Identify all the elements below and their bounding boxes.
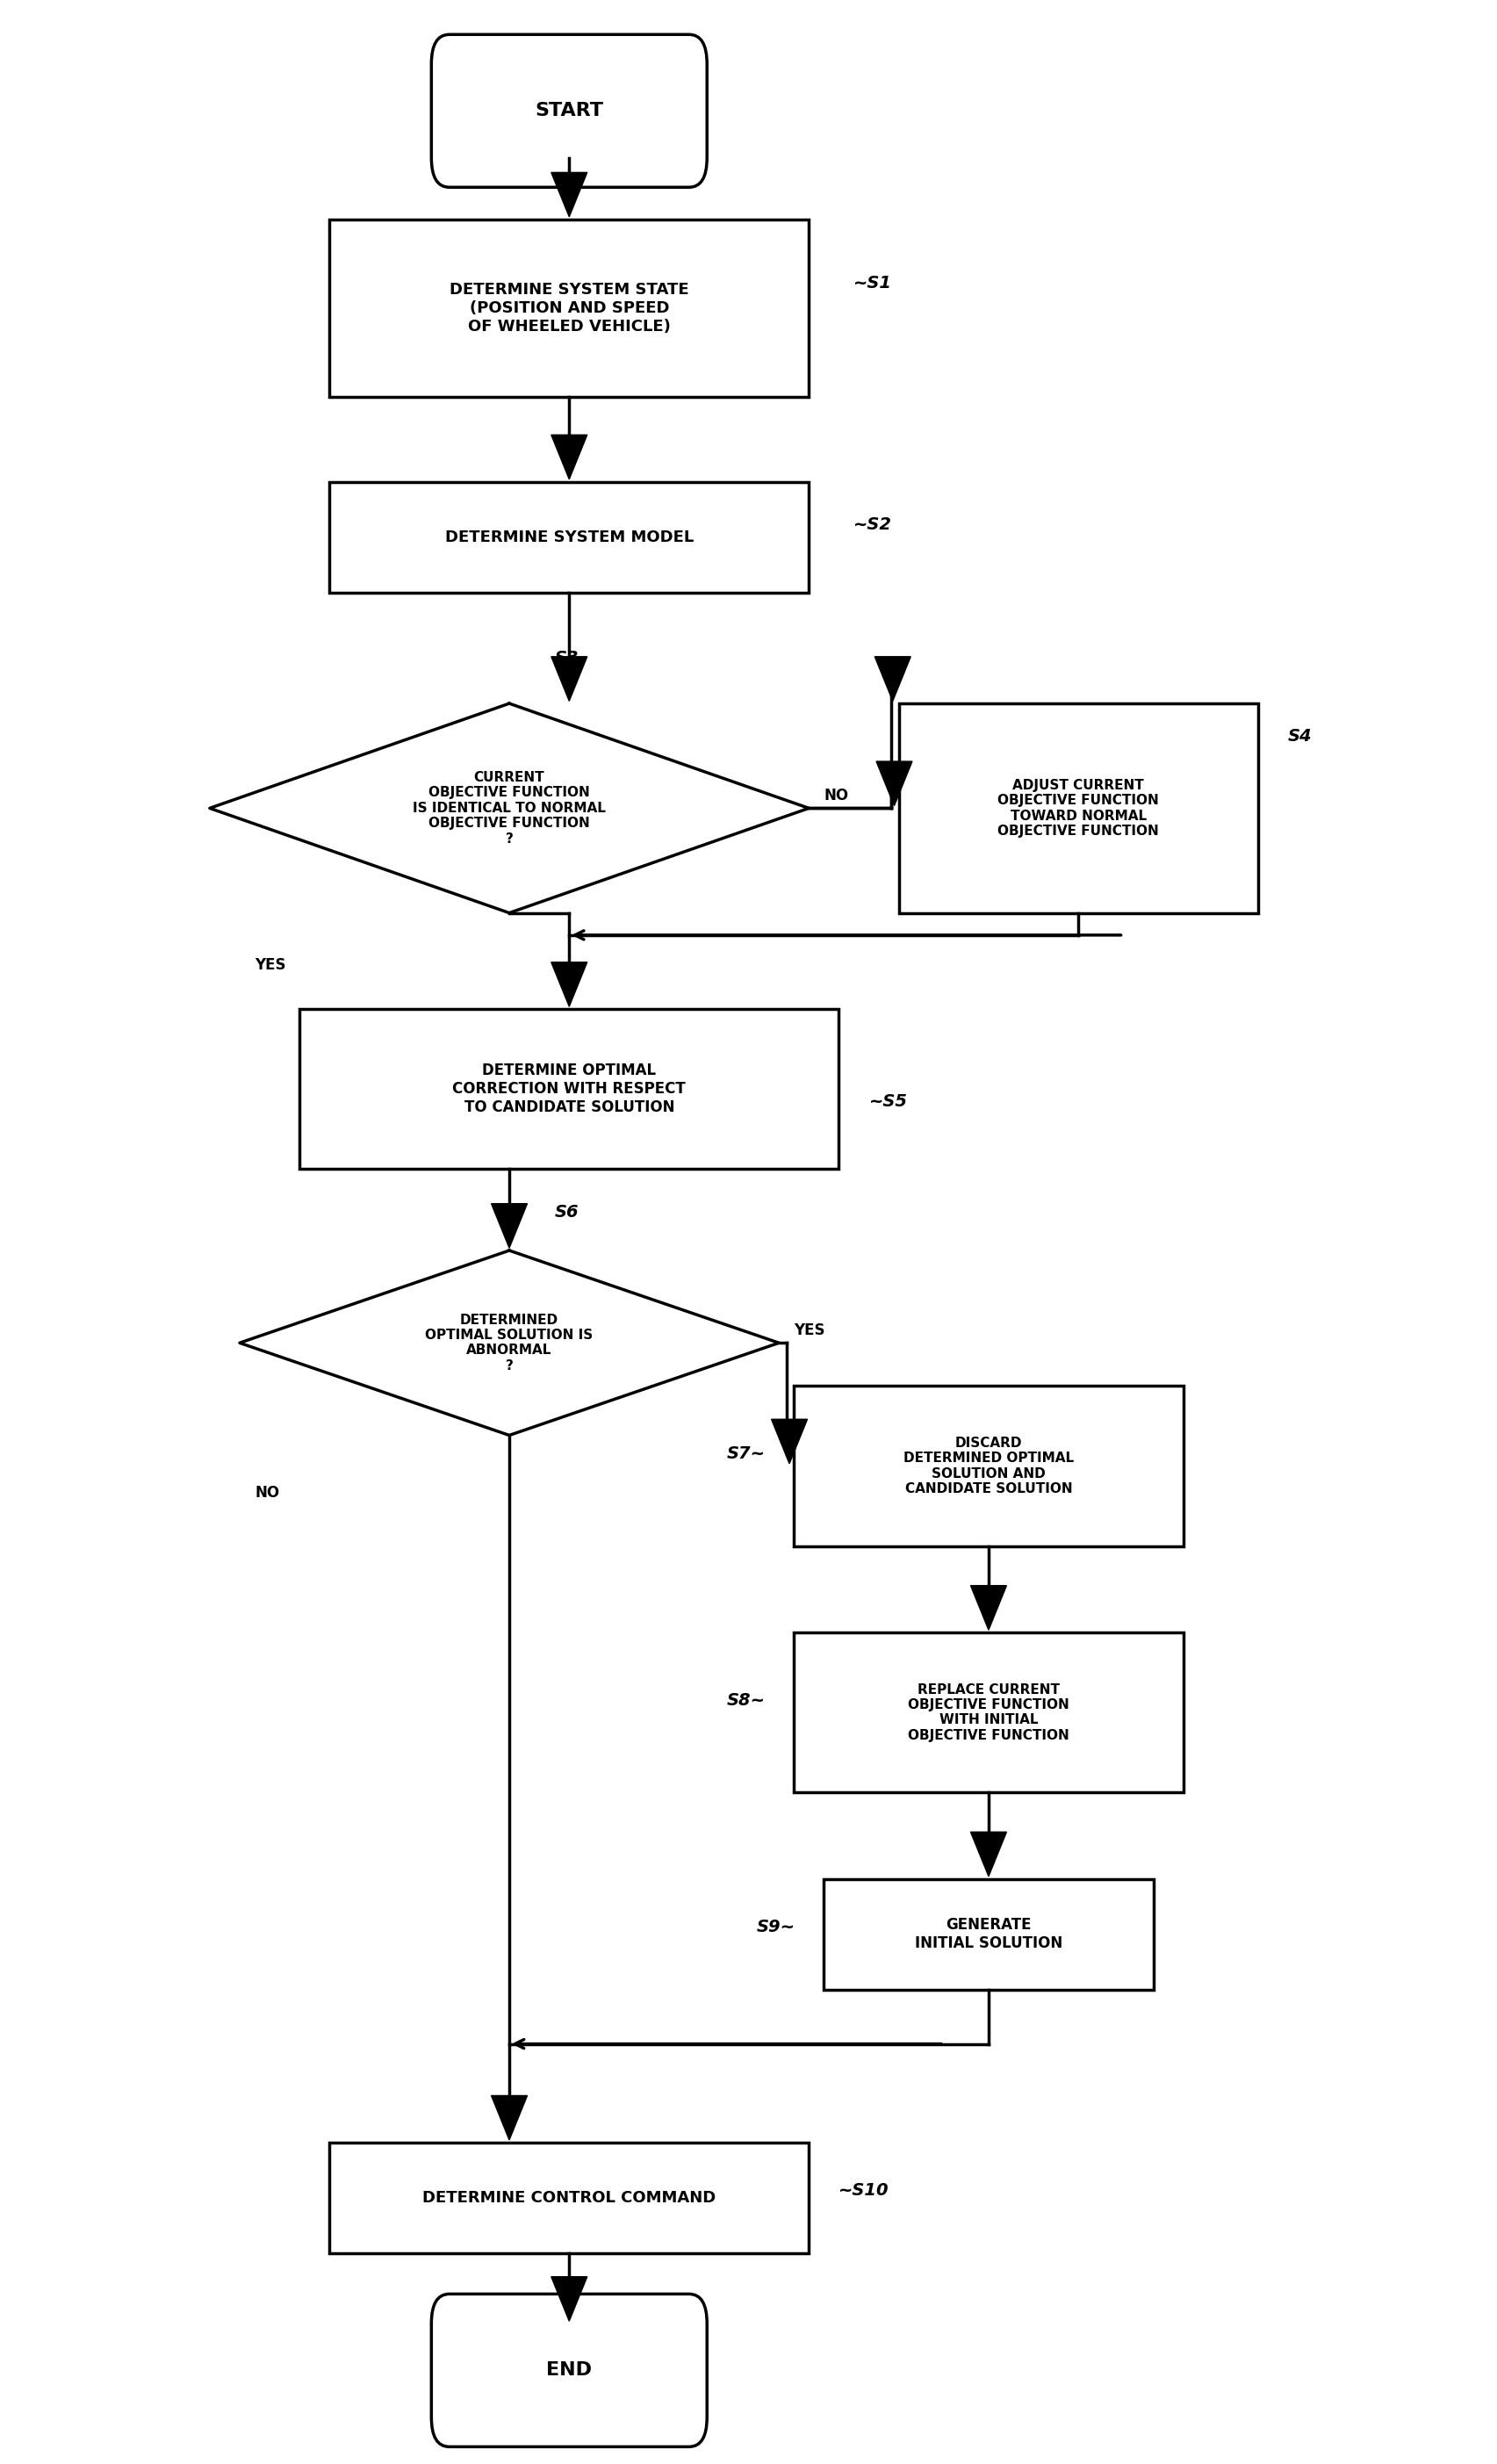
Text: S7~: S7~ [726, 1446, 765, 1461]
FancyBboxPatch shape [793, 1634, 1183, 1794]
Text: S3: S3 [554, 650, 578, 665]
Text: DETERMINE SYSTEM STATE
(POSITION AND SPEED
OF WHEELED VEHICLE): DETERMINE SYSTEM STATE (POSITION AND SPE… [449, 281, 689, 335]
Text: NO: NO [254, 1483, 278, 1501]
Polygon shape [551, 436, 587, 478]
Text: S8~: S8~ [726, 1693, 765, 1708]
Text: DETERMINE SYSTEM MODEL: DETERMINE SYSTEM MODEL [445, 530, 693, 545]
Text: END: END [546, 2361, 591, 2380]
Polygon shape [240, 1252, 778, 1434]
Polygon shape [876, 761, 912, 806]
Text: S9~: S9~ [756, 1919, 795, 1934]
Polygon shape [551, 2277, 587, 2321]
Polygon shape [491, 2094, 527, 2139]
Polygon shape [551, 963, 587, 1008]
Text: CURRENT
OBJECTIVE FUNCTION
IS IDENTICAL TO NORMAL
OBJECTIVE FUNCTION
?: CURRENT OBJECTIVE FUNCTION IS IDENTICAL … [413, 771, 605, 845]
FancyBboxPatch shape [329, 2144, 808, 2252]
Text: S6: S6 [554, 1205, 578, 1222]
Polygon shape [970, 1833, 1006, 1878]
Text: YES: YES [793, 1323, 825, 1338]
Text: DISCARD
DETERMINED OPTIMAL
SOLUTION AND
CANDIDATE SOLUTION: DISCARD DETERMINED OPTIMAL SOLUTION AND … [903, 1437, 1073, 1496]
Polygon shape [210, 705, 808, 912]
Text: ~S1: ~S1 [853, 276, 892, 291]
Text: ~S10: ~S10 [838, 2183, 889, 2198]
Text: NO: NO [823, 788, 847, 803]
Polygon shape [551, 172, 587, 217]
Text: START: START [534, 101, 603, 121]
Text: DETERMINED
OPTIMAL SOLUTION IS
ABNORMAL
?: DETERMINED OPTIMAL SOLUTION IS ABNORMAL … [425, 1313, 593, 1372]
Text: YES: YES [254, 956, 286, 973]
Polygon shape [874, 658, 910, 702]
FancyBboxPatch shape [823, 1880, 1153, 1991]
Text: ADJUST CURRENT
OBJECTIVE FUNCTION
TOWARD NORMAL
OBJECTIVE FUNCTION: ADJUST CURRENT OBJECTIVE FUNCTION TOWARD… [997, 779, 1159, 838]
Text: DETERMINE CONTROL COMMAND: DETERMINE CONTROL COMMAND [422, 2190, 716, 2205]
FancyBboxPatch shape [793, 1385, 1183, 1547]
FancyBboxPatch shape [299, 1010, 838, 1170]
FancyBboxPatch shape [329, 480, 808, 594]
FancyBboxPatch shape [431, 34, 707, 187]
Text: S4: S4 [1287, 729, 1311, 744]
FancyBboxPatch shape [329, 219, 808, 397]
FancyBboxPatch shape [431, 2294, 707, 2447]
Polygon shape [491, 1205, 527, 1249]
Text: ~S5: ~S5 [868, 1094, 907, 1109]
Polygon shape [771, 1419, 807, 1464]
Polygon shape [551, 658, 587, 702]
Text: DETERMINE OPTIMAL
CORRECTION WITH RESPECT
TO CANDIDATE SOLUTION: DETERMINE OPTIMAL CORRECTION WITH RESPEC… [452, 1062, 686, 1116]
FancyBboxPatch shape [898, 705, 1257, 912]
Text: REPLACE CURRENT
OBJECTIVE FUNCTION
WITH INITIAL
OBJECTIVE FUNCTION: REPLACE CURRENT OBJECTIVE FUNCTION WITH … [907, 1683, 1069, 1742]
Text: GENERATE
INITIAL SOLUTION: GENERATE INITIAL SOLUTION [915, 1917, 1061, 1951]
Polygon shape [970, 1587, 1006, 1631]
Text: ~S2: ~S2 [853, 517, 892, 532]
